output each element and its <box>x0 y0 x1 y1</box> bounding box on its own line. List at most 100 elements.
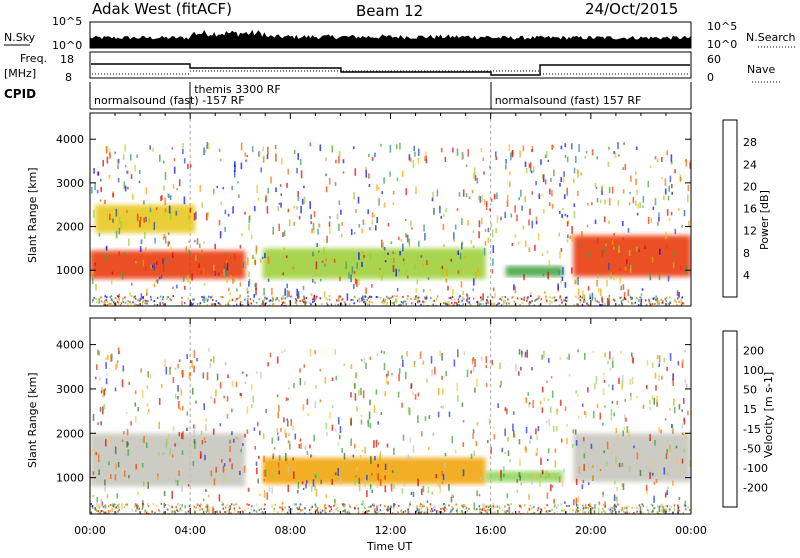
echo-point <box>107 354 109 360</box>
echo-point <box>137 491 139 496</box>
echo-point <box>204 454 206 461</box>
echo-point <box>185 512 187 514</box>
echo-point <box>304 300 306 306</box>
echo-point <box>313 211 316 218</box>
echo-point <box>526 299 528 302</box>
echo-point <box>342 171 345 174</box>
echo-point <box>518 510 520 513</box>
echo-point <box>132 194 134 200</box>
echo-point <box>162 264 165 272</box>
echo-point <box>112 192 114 198</box>
echo-point <box>465 193 468 198</box>
colorbar-tick: 12 <box>743 225 757 238</box>
echo-point <box>543 291 546 295</box>
echo-point <box>371 489 373 493</box>
echo-point <box>362 297 364 300</box>
echo-point <box>224 226 226 232</box>
echo-point <box>309 201 311 209</box>
echo-point <box>332 405 334 408</box>
echo-point <box>422 485 425 492</box>
echo-point <box>614 299 616 302</box>
echo-point <box>118 216 121 224</box>
echo-point <box>337 297 340 302</box>
echo-point <box>397 304 400 306</box>
echo-point <box>145 512 148 514</box>
echo-point <box>400 301 403 303</box>
echo-point <box>293 205 295 209</box>
echo-point <box>637 203 640 209</box>
echo-point <box>374 152 376 158</box>
echo-point <box>618 154 620 157</box>
echo-point <box>203 403 205 411</box>
echo-point <box>506 509 508 512</box>
echo-point <box>168 209 171 212</box>
echo-point <box>468 301 470 304</box>
echo-point <box>416 254 419 261</box>
echo-point <box>508 504 511 507</box>
echo-point <box>545 297 547 301</box>
echo-point <box>491 362 493 366</box>
echo-point <box>140 239 143 245</box>
echo-point <box>398 368 401 374</box>
echo-point <box>196 238 199 245</box>
echo-point <box>586 225 589 228</box>
echo-point <box>402 243 404 252</box>
echo-point <box>685 383 688 389</box>
echo-point <box>366 474 368 481</box>
echo-point <box>165 366 168 375</box>
echo-point <box>365 169 367 178</box>
echo-point <box>282 297 284 300</box>
echo-point <box>435 474 437 479</box>
cpid-segment-2: normalsound (fast) 157 RF <box>495 94 642 107</box>
echo-point <box>306 450 309 455</box>
echo-point <box>281 501 284 505</box>
echo-point <box>364 295 366 298</box>
echo-point <box>599 288 602 296</box>
echo-point <box>233 253 236 260</box>
echo-point <box>542 273 545 277</box>
echo-point <box>240 142 243 151</box>
echo-point <box>202 510 205 513</box>
echo-point <box>410 456 412 460</box>
echo-point <box>108 302 110 305</box>
echo-point <box>668 303 670 306</box>
echo-point <box>182 275 185 282</box>
echo-point <box>234 164 236 173</box>
echo-point <box>423 505 425 508</box>
echo-point <box>619 268 621 271</box>
time-label: 12:00 <box>375 524 407 537</box>
echo-point <box>297 153 299 160</box>
echo-point <box>194 440 196 449</box>
time-label: 00:00 <box>74 524 106 537</box>
echo-point <box>549 302 551 305</box>
echo-point <box>204 440 207 443</box>
echo-point <box>234 503 237 506</box>
echo-point <box>611 186 614 194</box>
echo-point <box>635 146 638 150</box>
echo-point <box>684 378 687 384</box>
echo-point <box>407 509 409 512</box>
echo-point <box>294 503 296 506</box>
echo-point <box>384 505 386 508</box>
echo-point <box>394 503 396 506</box>
echo-point <box>129 154 132 161</box>
echo-point <box>387 509 389 512</box>
echo-point <box>579 295 582 298</box>
echo-point <box>555 299 558 302</box>
echo-point <box>115 463 117 470</box>
echo-point <box>193 505 195 508</box>
echo-point <box>298 506 301 509</box>
echo-point <box>559 356 561 360</box>
echo-point <box>680 304 683 306</box>
echo-point <box>597 287 600 293</box>
echo-point <box>353 192 355 200</box>
echo-point <box>376 480 379 488</box>
echo-point <box>134 390 137 395</box>
echo-point <box>653 397 656 405</box>
echo-point <box>206 304 209 306</box>
echo-point <box>276 394 279 398</box>
echo-point <box>247 488 250 492</box>
echo-point <box>116 362 118 368</box>
echo-point <box>510 152 512 161</box>
echo-point <box>484 241 487 246</box>
